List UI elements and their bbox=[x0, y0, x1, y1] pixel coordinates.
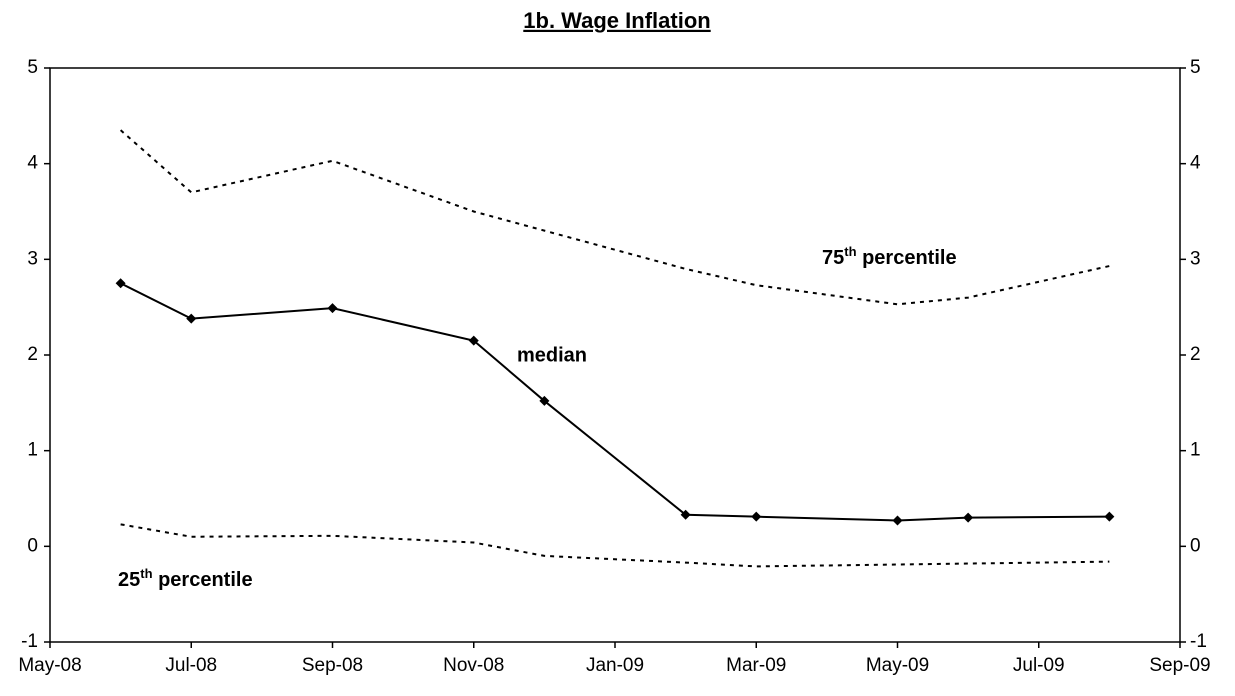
data-point bbox=[751, 511, 762, 522]
series-label: 25th percentile bbox=[118, 566, 253, 591]
y2-tick-label: 3 bbox=[1190, 248, 1201, 269]
y-tick-label: 3 bbox=[27, 248, 38, 269]
y-tick-label: 5 bbox=[27, 57, 38, 78]
data-point bbox=[115, 278, 126, 289]
data-point bbox=[680, 509, 691, 520]
x-tick-label: Jul-09 bbox=[1013, 655, 1065, 676]
x-tick-label: May-08 bbox=[18, 655, 81, 676]
y-tick-label: 0 bbox=[27, 535, 38, 556]
series-line bbox=[120, 523, 1110, 568]
data-point bbox=[327, 303, 338, 314]
y2-tick-label: 0 bbox=[1190, 535, 1201, 556]
data-point bbox=[1104, 511, 1115, 522]
x-tick-label: Sep-09 bbox=[1149, 655, 1210, 676]
series-line bbox=[120, 282, 1110, 522]
y2-tick-label: -1 bbox=[1190, 631, 1207, 652]
x-tick-label: Sep-08 bbox=[302, 655, 363, 676]
series-label: median bbox=[517, 344, 587, 366]
plot-frame bbox=[49, 67, 1181, 643]
y2-tick-label: 5 bbox=[1190, 57, 1201, 78]
x-tick-label: Nov-08 bbox=[443, 655, 504, 676]
series-label: 75th percentile bbox=[822, 244, 957, 269]
x-tick-label: Jan-09 bbox=[586, 655, 644, 676]
y2-tick-label: 1 bbox=[1190, 440, 1201, 461]
data-point bbox=[186, 313, 197, 324]
chart-title: 1b. Wage Inflation bbox=[523, 8, 710, 33]
y-tick-label: 1 bbox=[27, 440, 38, 461]
data-point bbox=[468, 335, 479, 346]
y-tick-label: 4 bbox=[27, 153, 38, 174]
data-point bbox=[892, 515, 903, 526]
series-line bbox=[119, 129, 1110, 306]
x-tick-label: Jul-08 bbox=[165, 655, 217, 676]
data-point bbox=[539, 395, 550, 406]
y2-tick-label: 2 bbox=[1190, 344, 1201, 365]
x-tick-label: May-09 bbox=[866, 655, 929, 676]
x-tick-label: Mar-09 bbox=[726, 655, 786, 676]
y2-tick-label: 4 bbox=[1190, 153, 1201, 174]
y-tick-label: -1 bbox=[21, 631, 38, 652]
y-tick-label: 2 bbox=[27, 344, 38, 365]
data-point bbox=[963, 512, 974, 523]
